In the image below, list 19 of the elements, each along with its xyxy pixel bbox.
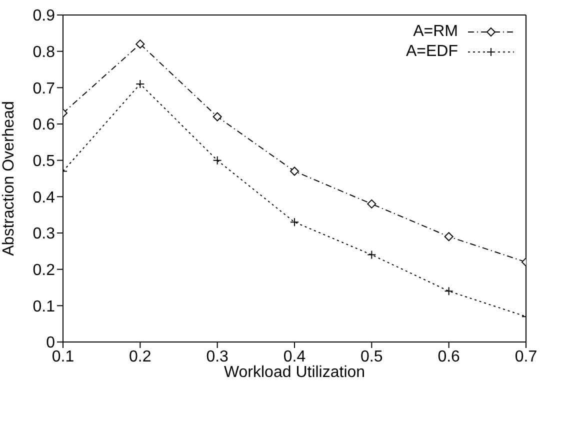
x-tick-label: 0.5 (360, 348, 383, 366)
x-tick-label: 0.4 (283, 348, 306, 366)
y-tick-label: 0.6 (32, 116, 56, 134)
y-tick-label: 0.9 (32, 8, 56, 25)
x-axis-title: Workload Utilization (224, 364, 366, 381)
x-tick-label: 0.3 (206, 348, 229, 366)
y-tick-label: 0.7 (32, 80, 56, 98)
y-tick-label: 0.8 (32, 44, 56, 62)
legend-label: A=EDF (406, 43, 458, 61)
y-tick-label: 0.4 (32, 189, 56, 206)
x-tick-label: 0.2 (129, 348, 152, 366)
y-axis-title: Abstraction Overhead (0, 101, 18, 256)
y-tick-label: 0.1 (32, 298, 56, 316)
y-tick-label: 0.2 (32, 262, 56, 280)
y-tick-label: 0.3 (32, 226, 56, 243)
x-tick-label: 0.7 (514, 348, 538, 366)
legend-label: A=RM (413, 23, 458, 41)
x-tick-label: 0.6 (438, 348, 460, 366)
y-tick-label: 0.5 (32, 153, 56, 170)
